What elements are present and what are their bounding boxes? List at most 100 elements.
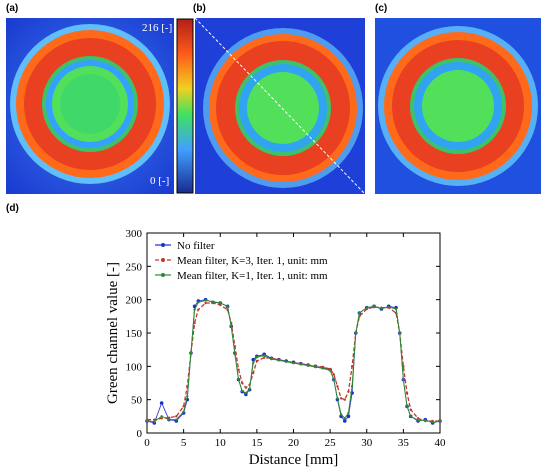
series-2-point-8 <box>193 308 196 311</box>
legend-label-1: Mean filter, K=3, Iter. 1, unit: mm <box>177 255 328 267</box>
series-2-point-49 <box>416 419 420 422</box>
series-1-point-32 <box>332 373 335 376</box>
series-1-point-12 <box>219 303 222 307</box>
series-2-point-20 <box>252 361 255 365</box>
series-2-point-3 <box>167 418 171 421</box>
panel-label-a: (a) <box>6 3 19 14</box>
colorbar <box>176 18 194 194</box>
series-2-point-6 <box>186 395 189 398</box>
series-2-point-14 <box>230 325 233 328</box>
series-2-point-4 <box>175 418 178 421</box>
series-2-point-30 <box>321 367 324 370</box>
series-2-point-47 <box>405 405 409 408</box>
legend-label-0: No filter <box>177 240 215 252</box>
series-1-point-37 <box>350 365 354 368</box>
series-1-point-34 <box>339 397 343 400</box>
series-0-point-36 <box>346 414 351 419</box>
series-1-point-20 <box>252 371 255 375</box>
series-2-point-1 <box>153 420 156 423</box>
series-2-point-18 <box>244 391 248 395</box>
panel-label-d: (d) <box>6 203 19 214</box>
series-2-point-23 <box>270 357 273 361</box>
series-1-point-36 <box>347 390 350 393</box>
y-tick-label-0: 0 <box>137 428 143 440</box>
x-tick-label-4: 20 <box>288 437 300 449</box>
y-tick-label-6: 300 <box>126 228 143 240</box>
series-2-point-16 <box>237 378 240 381</box>
series-2-point-37 <box>350 385 354 388</box>
series-2-point-52 <box>438 419 442 423</box>
series-1-point-3 <box>167 416 171 419</box>
series-2-point-24 <box>277 359 281 362</box>
series-2-point-41 <box>372 305 376 308</box>
series-2-point-19 <box>248 387 251 391</box>
series-1-point-16 <box>237 368 240 371</box>
series-2-point-21 <box>255 355 259 359</box>
legend-marker-1 <box>161 258 165 262</box>
series-0-point-2 <box>159 401 164 405</box>
series-1-point-18 <box>244 386 248 389</box>
series-2-point-45 <box>398 331 401 335</box>
series-2-point-26 <box>292 361 295 365</box>
series-2-point-29 <box>314 365 317 369</box>
x-tick-label-2: 10 <box>215 437 227 449</box>
heatmap-image-a <box>6 18 174 194</box>
series-2-point-7 <box>189 351 193 355</box>
series-2-point-13 <box>226 305 229 308</box>
series-2-point-33 <box>336 397 339 400</box>
series-2-point-22 <box>263 354 266 357</box>
series-2-point-42 <box>380 307 383 310</box>
x-axis-label: Distance [mm] <box>249 452 339 468</box>
x-tick-label-8: 40 <box>435 437 447 449</box>
y-tick-label-4: 200 <box>126 295 143 307</box>
series-2-point-50 <box>424 419 427 422</box>
series-1-point-47 <box>405 391 409 395</box>
y-tick-label-5: 250 <box>126 261 143 273</box>
y-tick-label-3: 150 <box>126 328 143 340</box>
x-tick-label-0: 0 <box>144 437 150 449</box>
legend-marker-0 <box>161 243 165 247</box>
series-1-point-10 <box>204 301 207 305</box>
colorbar-min-label: 0 [-] <box>150 175 170 187</box>
series-1-point-4 <box>175 415 178 418</box>
series-1-point-21 <box>255 359 259 363</box>
series-1-point-22 <box>263 356 266 359</box>
series-2-point-38 <box>354 331 357 335</box>
series-1-point-2 <box>160 417 163 420</box>
series-2-point-15 <box>233 353 237 356</box>
x-tick-label-6: 30 <box>361 437 373 449</box>
y-tick-label-1: 50 <box>131 395 143 407</box>
series-2-point-51 <box>431 421 434 424</box>
series-2-point-10 <box>204 299 207 302</box>
series-2-point-44 <box>394 307 398 311</box>
series-2-point-27 <box>299 363 303 366</box>
series-1-point-33 <box>336 385 339 388</box>
heatmap-image-b <box>195 18 365 194</box>
series-1-point-9 <box>197 308 200 311</box>
series-2-point-28 <box>306 364 310 367</box>
series-2-point-48 <box>409 415 412 418</box>
series-1-point-1 <box>153 418 156 421</box>
series-1-point-17 <box>241 381 244 385</box>
y-tick-label-2: 100 <box>126 361 143 373</box>
panel-label-c: (c) <box>375 3 388 14</box>
series-2-point-36 <box>347 411 350 415</box>
series-2-point-17 <box>241 389 244 393</box>
legend-label-2: Mean filter, K=1, Iter. 1, unit: mm <box>177 270 328 282</box>
series-2-point-34 <box>339 413 343 416</box>
x-tick-label-5: 25 <box>325 437 337 449</box>
series-2-point-39 <box>358 311 361 315</box>
series-1-point-48 <box>409 408 412 411</box>
series-2-point-0 <box>145 419 149 423</box>
series-2-point-12 <box>219 301 222 305</box>
series-2-point-9 <box>197 301 200 304</box>
x-tick-label-7: 35 <box>398 437 410 449</box>
series-2-point-43 <box>387 305 390 309</box>
heatmap-image-c <box>375 18 541 194</box>
y-axis-label: Green channel value [-] <box>105 262 121 404</box>
series-1-point-49 <box>416 417 420 420</box>
series-1-point-35 <box>343 398 346 401</box>
series-2-point-32 <box>332 378 335 381</box>
series-2-point-31 <box>328 369 332 372</box>
